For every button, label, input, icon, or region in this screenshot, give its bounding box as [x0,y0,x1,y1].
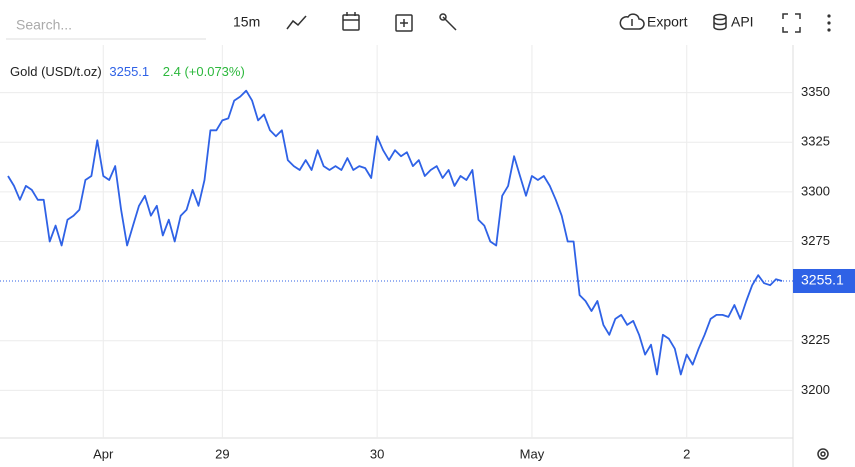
api-button[interactable]: API [731,14,754,30]
tools-icon[interactable] [439,13,457,31]
chart-type-icon[interactable] [286,15,307,30]
price-line [7,89,783,376]
menu-icon[interactable] [827,14,831,32]
last-price-tag [793,268,855,293]
x-tick-label: Apr [93,446,114,461]
y-tick-label: 3300 [801,183,830,198]
x-tick-label: May [520,446,545,461]
plot: 3200 3225 3275 3300 3325 3350 Apr 29 30 May 2 3255.… [0,45,855,461]
fullscreen-icon[interactable] [782,13,801,33]
export-button[interactable]: Export [647,14,688,30]
y-tick-label: 3225 [801,332,830,347]
last-price-tag-label: 3255.1 [801,272,844,288]
x-tick-label: 30 [370,446,384,461]
instrument-name: Gold (USD/t.oz) [10,64,102,79]
settings-icon[interactable] [817,448,829,460]
legend-header: Gold (USD/t.oz) 3255.1 2.4 (+0.073%) [10,64,245,79]
y-tick-label: 3275 [801,233,830,248]
y-tick-label: 3325 [801,134,830,149]
price-change: 2.4 (+0.073%) [163,64,245,79]
export-icon[interactable] [619,13,645,30]
y-tick-label: 3350 [801,84,830,99]
search-box[interactable]: Search... [16,17,72,33]
x-tick-label: 2 [683,446,690,461]
api-icon[interactable] [713,13,727,31]
add-icon[interactable] [395,14,413,32]
x-tick-label: 29 [215,446,229,461]
calendar-icon[interactable] [342,12,360,31]
interval-button[interactable]: 15m [233,14,260,30]
last-price: 3255.1 [109,64,149,79]
y-tick-label: 3200 [801,382,830,397]
